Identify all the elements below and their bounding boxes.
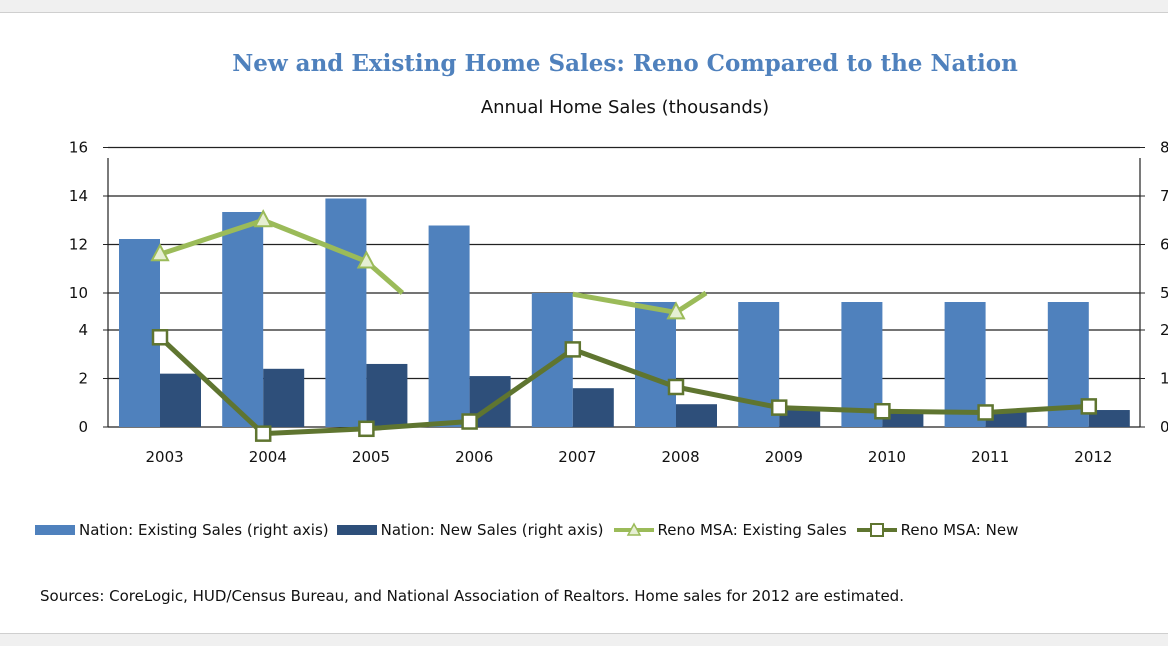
bar-nation-new — [160, 373, 201, 427]
y-left-tick-label: 0 — [78, 418, 88, 436]
y-right-tick-label: 6 — [1160, 236, 1168, 254]
marker-reno-existing — [150, 243, 170, 262]
x-tick-label: 2007 — [558, 448, 596, 466]
y-left-tick-label: 2 — [78, 370, 88, 388]
marker-reno-new — [254, 425, 272, 442]
y-right-tick-label: 5 — [1160, 284, 1168, 302]
chart-legend: Nation: Existing Sales (right axis) Nati… — [35, 521, 1026, 539]
bar-nation-new — [1088, 410, 1130, 427]
marker-reno-new — [667, 378, 685, 396]
x-tick-label: 2008 — [662, 448, 700, 466]
y-left-tick-label: 12 — [69, 236, 88, 254]
marker-reno-new — [770, 399, 788, 416]
square-marker-icon — [856, 523, 897, 537]
bar-nation-existing — [325, 198, 367, 427]
marker-reno-existing — [253, 209, 273, 228]
legend-item-reno-new: Reno MSA: New — [855, 521, 1019, 539]
legend-label-reno-new: Reno MSA: New — [900, 521, 1019, 539]
legend-label-nation-existing: Nation: Existing Sales (right axis) — [79, 521, 329, 539]
source-note: Sources: CoreLogic, HUD/Census Bureau, a… — [40, 587, 904, 605]
legend-item-nation-existing: Nation: Existing Sales (right axis) — [35, 521, 329, 539]
y-left-tick-label: 16 — [69, 139, 88, 157]
marker-reno-new — [564, 341, 582, 358]
bar-nation-new — [572, 388, 614, 427]
legend-label-nation-new: Nation: New Sales (right axis) — [380, 521, 604, 539]
marker-reno-new — [461, 413, 478, 430]
legend-item-nation-new: Nation: New Sales (right axis) — [336, 521, 604, 539]
bar-nation-existing — [635, 302, 676, 427]
x-tick-label: 2012 — [1074, 448, 1112, 466]
y-left-tick-label: 4 — [78, 321, 88, 339]
y-right-tick-label: 8 — [1160, 139, 1168, 157]
chart-subtitle: Annual Home Sales (thousands) — [480, 97, 770, 118]
marker-reno-new — [874, 402, 891, 420]
chart-title: New and Existing Home Sales: Reno Compar… — [232, 50, 1018, 77]
marker-reno-existing — [666, 301, 686, 320]
bar-nation-new — [263, 368, 305, 427]
marker-reno-new — [151, 329, 169, 346]
bar-nation-existing — [531, 293, 573, 427]
marker-reno-new — [1080, 398, 1098, 415]
y-right-tick-label: 0 — [1160, 418, 1168, 436]
legend-item-reno-existing: Reno MSA: Existing Sales — [612, 521, 847, 539]
y-right-tick-label: 2 — [1160, 321, 1168, 339]
x-tick-label: 2005 — [352, 448, 390, 466]
bar-nation-new — [676, 404, 717, 427]
bar-nation-new — [985, 412, 1027, 427]
legend-swatch-nation-new — [336, 525, 377, 535]
y-right-tick-label: 1 — [1160, 370, 1168, 388]
x-tick-label: 2010 — [868, 448, 906, 466]
legend-label-reno-existing: Reno MSA: Existing Sales — [657, 521, 847, 539]
x-tick-label: 2003 — [146, 448, 184, 466]
y-right-tick-label: 7 — [1160, 187, 1168, 205]
x-tick-label: 2006 — [455, 448, 493, 466]
marker-reno-new — [358, 420, 375, 438]
line-reno-new — [158, 335, 1089, 437]
x-tick-label: 2011 — [971, 448, 1009, 466]
marker-reno-new — [977, 404, 994, 421]
x-tick-label: 2004 — [249, 448, 287, 466]
bar-nation-existing — [428, 225, 470, 427]
bar-nation-existing — [222, 212, 264, 427]
x-tick-label: 2009 — [765, 448, 803, 466]
marker-reno-existing — [356, 250, 377, 269]
y-left-tick-label: 14 — [69, 187, 88, 205]
legend-swatch-nation-existing — [35, 525, 75, 535]
triangle-marker-icon — [613, 522, 654, 536]
bar-nation-new — [366, 363, 408, 427]
bar-nation-new — [779, 408, 821, 427]
bar-nation-new — [882, 411, 924, 427]
y-left-tick-label: 10 — [69, 284, 88, 302]
